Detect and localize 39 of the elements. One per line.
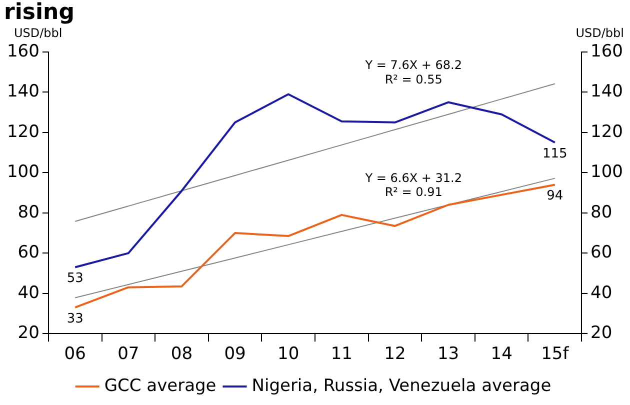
chart-title: rising [4,0,74,25]
x-tick-label: 08 [170,344,193,364]
x-tick-label: 10 [278,344,300,364]
annotation: R² = 0.91 [384,184,442,199]
y2-tick-label: 80 [590,202,612,222]
y2-tick-label: 140 [590,82,624,102]
y-tick-label: 120 [6,122,40,142]
data-label: 53 [66,271,84,286]
y-tick-label: 20 [18,323,40,344]
x-tick-label: 07 [118,344,140,364]
x-tick-label: 14 [490,344,512,364]
y2-tick-label: 20 [590,323,612,344]
x-tick-label: 13 [437,344,460,364]
x-tick-label: 12 [384,344,406,364]
y-axis-title: USD/bbl [14,26,62,40]
y2-tick-label: 60 [590,242,612,263]
y2-tick-label: 120 [590,122,624,142]
data-label: 33 [66,311,84,326]
data-label: 115 [542,146,568,162]
y-tick-label: 140 [6,82,40,102]
y-tick-label: 40 [18,282,40,303]
legend-label: Nigeria, Russia, Venezuela average [252,376,552,396]
data-label: 94 [546,188,564,204]
annotation: Y = 6.6X + 31.2 [364,170,462,185]
legend-label: GCC average [104,376,216,396]
annotation: R² = 0.55 [384,72,442,86]
y2-tick-label: 160 [590,41,624,62]
y-tick-label: 100 [6,162,40,182]
y2-tick-label: 40 [590,282,612,303]
x-tick-label: 15f [541,344,570,364]
y-tick-label: 160 [6,41,40,62]
y-tick-label: 80 [18,202,40,222]
annotation: Y = 7.6X + 68.2 [364,58,462,72]
y-tick-label: 60 [18,242,40,263]
y2-tick-label: 100 [590,162,624,182]
x-tick-label: 06 [64,344,86,364]
x-tick-label: 09 [224,344,246,364]
x-tick-label: 11 [330,344,352,364]
y2-axis-title: USD/bbl [576,26,624,40]
